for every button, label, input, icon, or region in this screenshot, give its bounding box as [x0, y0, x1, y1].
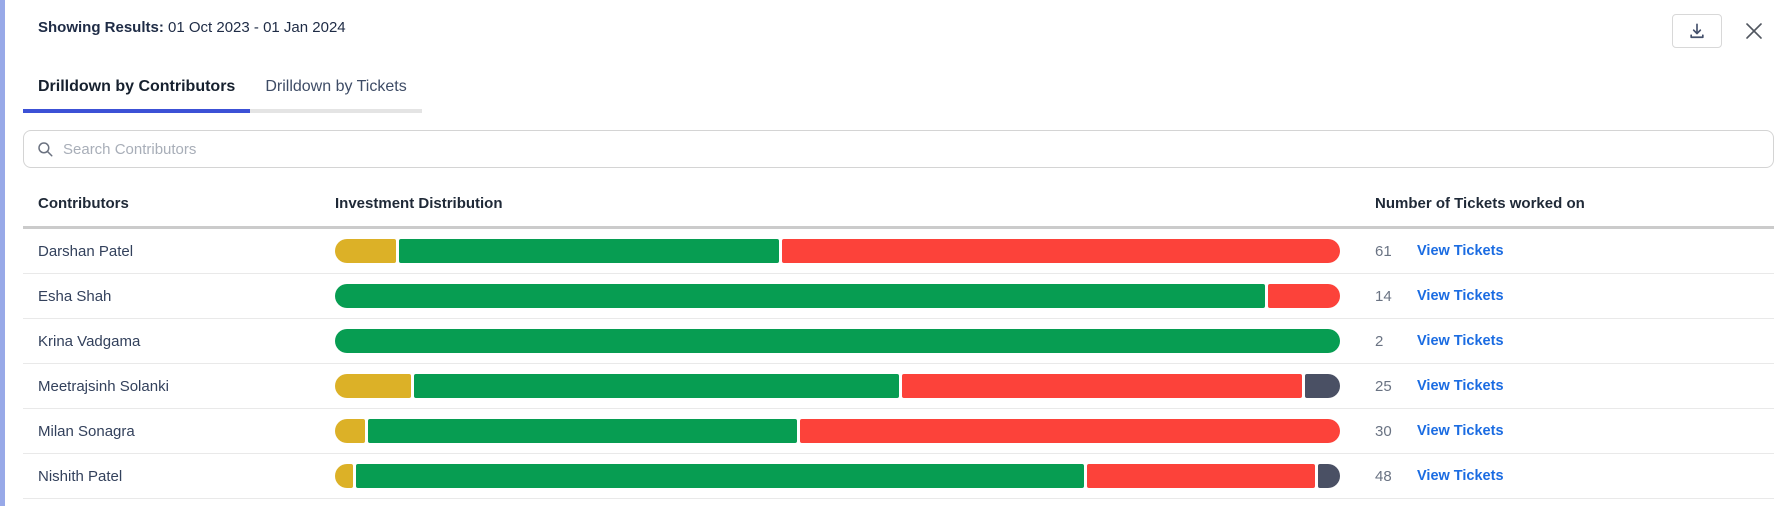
bar-segment-dark	[1304, 374, 1340, 398]
tickets-count: 2	[1375, 332, 1384, 350]
tab-drilldown-by-contributors[interactable]: Drilldown by Contributors	[23, 78, 251, 113]
close-button[interactable]	[1742, 19, 1766, 43]
showing-results-label: Showing Results:	[38, 19, 164, 36]
bar-segment-green	[367, 419, 797, 443]
contributor-name: Krina Vadgama	[38, 332, 141, 350]
table-row: Milan Sonagra 30 View Tickets	[23, 409, 1774, 454]
search-input[interactable]	[63, 140, 1761, 158]
showing-results-value: 01 Oct 2023 - 01 Jan 2024	[168, 19, 346, 36]
top-bar: Showing Results: 01 Oct 2023 - 01 Jan 20…	[5, 0, 1792, 48]
table-row: Darshan Patel 61 View Tickets	[23, 229, 1774, 274]
bar-segment-red	[799, 419, 1340, 443]
search-icon	[36, 140, 54, 158]
column-header-contributors: Contributors	[38, 195, 129, 212]
column-header-number-of-tickets: Number of Tickets worked on	[1375, 195, 1585, 212]
contributor-name: Milan Sonagra	[38, 422, 135, 440]
bar-segment-green	[335, 329, 1340, 353]
close-icon	[1742, 19, 1766, 43]
bar-segment-dark	[1317, 464, 1341, 488]
bar-segment-yellow	[335, 419, 365, 443]
tickets-count: 48	[1375, 467, 1392, 485]
table-body: Darshan Patel 61 View Tickets Esha Shah …	[23, 229, 1774, 499]
tab-bar: Drilldown by Contributors Drilldown by T…	[23, 78, 1792, 113]
bar-segment-yellow	[335, 239, 397, 263]
contributors-table: Contributors Investment Distribution Num…	[23, 168, 1774, 499]
investment-distribution-bar	[335, 374, 1340, 398]
download-icon	[1687, 21, 1707, 41]
table-row: Nishith Patel 48 View Tickets	[23, 454, 1774, 499]
tickets-count: 25	[1375, 377, 1392, 395]
investment-distribution-bar	[335, 284, 1340, 308]
view-tickets-link[interactable]: View Tickets	[1417, 378, 1504, 394]
showing-results: Showing Results: 01 Oct 2023 - 01 Jan 20…	[38, 14, 346, 36]
bar-segment-green	[356, 464, 1085, 488]
investment-distribution-bar	[335, 329, 1340, 353]
bar-segment-yellow	[335, 374, 412, 398]
top-actions	[1672, 14, 1766, 48]
bar-segment-yellow	[335, 464, 354, 488]
contributor-name: Nishith Patel	[38, 467, 123, 485]
download-button[interactable]	[1672, 14, 1722, 48]
table-row: Meetrajsinh Solanki 25 View Tickets	[23, 364, 1774, 409]
contributor-name: Esha Shah	[38, 287, 112, 305]
bar-segment-green	[414, 374, 899, 398]
tab-drilldown-by-tickets[interactable]: Drilldown by Tickets	[250, 78, 422, 113]
bar-segment-red	[781, 239, 1340, 263]
table-header-row: Contributors Investment Distribution Num…	[23, 168, 1774, 229]
tickets-count: 30	[1375, 422, 1392, 440]
view-tickets-link[interactable]: View Tickets	[1417, 288, 1504, 304]
table-row: Esha Shah 14 View Tickets	[23, 274, 1774, 319]
view-tickets-link[interactable]: View Tickets	[1417, 243, 1504, 259]
bar-segment-red	[1087, 464, 1315, 488]
tickets-count: 61	[1375, 242, 1392, 260]
bar-segment-green	[399, 239, 779, 263]
bar-segment-red	[1267, 284, 1340, 308]
search-bar	[23, 130, 1774, 168]
view-tickets-link[interactable]: View Tickets	[1417, 468, 1504, 484]
investment-distribution-bar	[335, 419, 1340, 443]
column-header-investment-distribution: Investment Distribution	[335, 195, 503, 212]
table-row: Krina Vadgama 2 View Tickets	[23, 319, 1774, 364]
bar-segment-green	[335, 284, 1265, 308]
tickets-count: 14	[1375, 287, 1392, 305]
view-tickets-link[interactable]: View Tickets	[1417, 333, 1504, 349]
view-tickets-link[interactable]: View Tickets	[1417, 423, 1504, 439]
investment-distribution-bar	[335, 239, 1340, 263]
contributor-name: Darshan Patel	[38, 242, 134, 260]
investment-distribution-bar	[335, 464, 1341, 488]
bar-segment-red	[901, 374, 1302, 398]
contributor-name: Meetrajsinh Solanki	[38, 377, 169, 395]
